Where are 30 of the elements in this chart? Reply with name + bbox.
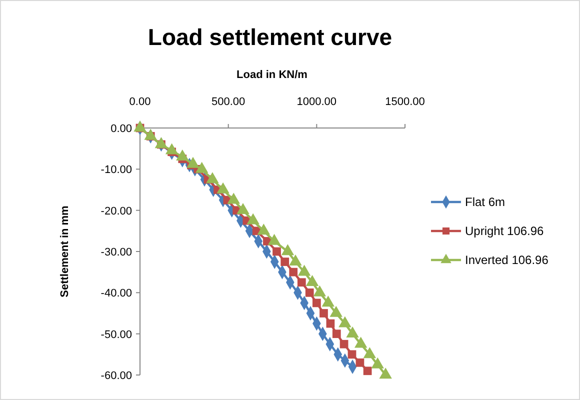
- y-tick-label: -30.00: [100, 246, 132, 258]
- point: [348, 350, 356, 359]
- point: [320, 309, 328, 318]
- point: [363, 366, 372, 376]
- x-tick-label: 0.00: [129, 96, 151, 108]
- point: [332, 330, 341, 338]
- y-tick-label: -10.00: [100, 164, 132, 176]
- point: [305, 288, 314, 297]
- y-tick-label: 0.00: [110, 123, 132, 135]
- point: [297, 278, 306, 287]
- legend-label: Inverted 106.96: [465, 253, 549, 267]
- y-tick-label: -50.00: [100, 328, 132, 341]
- point: [280, 258, 290, 266]
- legend-label: Upright 106.96: [465, 224, 544, 238]
- y-tick-label: -60.00: [100, 370, 132, 382]
- x-tick-label: 1000.00: [296, 96, 337, 108]
- legend-label: Flat 6m: [465, 195, 506, 209]
- point: [340, 340, 348, 348]
- x-axis-title: Load in KN/m: [236, 69, 308, 81]
- x-tick-label: 500.00: [212, 96, 246, 108]
- chart-title: Load settlement curve: [148, 24, 392, 50]
- y-axis-title: Settlement in mm: [59, 205, 71, 298]
- point: [312, 298, 321, 308]
- point: [272, 247, 281, 256]
- point: [356, 358, 364, 367]
- point: [326, 319, 335, 328]
- x-tick-label: 1500.00: [385, 96, 425, 108]
- point: [289, 268, 298, 276]
- y-tick-label: -20.00: [100, 205, 132, 218]
- y-tick-label: -40.00: [100, 288, 132, 300]
